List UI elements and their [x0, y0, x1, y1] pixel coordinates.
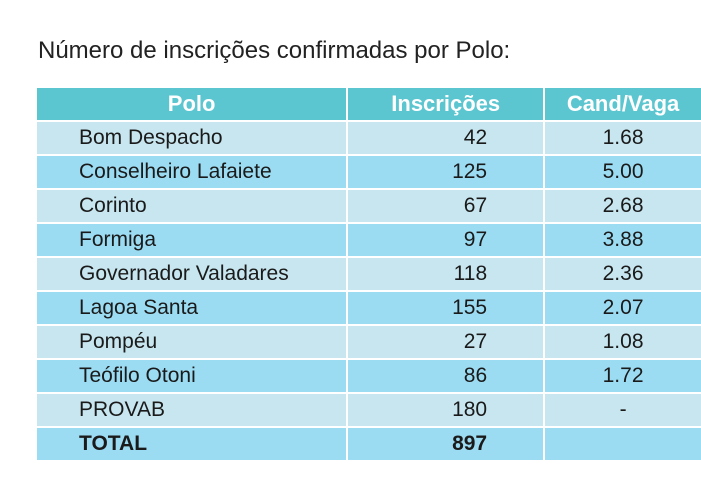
table-row: Teófilo Otoni 86 1.72: [37, 360, 701, 392]
cell-polo: Formiga: [37, 224, 347, 256]
table-row: Governador Valadares 118 2.36: [37, 258, 701, 290]
column-header-inscricoes: Inscrições: [348, 88, 544, 120]
cell-cand-vaga: 2.07: [545, 292, 701, 324]
cell-cand-vaga: [545, 428, 701, 460]
cell-polo: Conselheiro Lafaiete: [37, 156, 347, 188]
page-title: Número de inscrições confirmadas por Pol…: [38, 37, 511, 64]
cell-polo: Governador Valadares: [37, 258, 347, 290]
cell-cand-vaga: 1.72: [545, 360, 701, 392]
cell-inscricoes: 42: [348, 122, 544, 154]
table-row: Formiga 97 3.88: [37, 224, 701, 256]
cell-polo: Lagoa Santa: [37, 292, 347, 324]
total-row: TOTAL 897: [37, 428, 701, 460]
cell-polo: Bom Despacho: [37, 122, 347, 154]
table-row: Pompéu 27 1.08: [37, 326, 701, 358]
cell-inscricoes: 897: [348, 428, 544, 460]
cell-cand-vaga: -: [545, 394, 701, 426]
cell-polo: Pompéu: [37, 326, 347, 358]
table-row: Bom Despacho 42 1.68: [37, 122, 701, 154]
cell-cand-vaga: 1.08: [545, 326, 701, 358]
cell-polo: Corinto: [37, 190, 347, 222]
cell-inscricoes: 118: [348, 258, 544, 290]
cell-cand-vaga: 3.88: [545, 224, 701, 256]
table-header-row: Polo Inscrições Cand/Vaga: [37, 88, 701, 120]
table-row: Conselheiro Lafaiete 125 5.00: [37, 156, 701, 188]
table-row: PROVAB 180 -: [37, 394, 701, 426]
column-header-cand-vaga: Cand/Vaga: [545, 88, 701, 120]
cell-inscricoes: 67: [348, 190, 544, 222]
cell-inscricoes: 27: [348, 326, 544, 358]
cell-polo: Teófilo Otoni: [37, 360, 347, 392]
table-row: Corinto 67 2.68: [37, 190, 701, 222]
cell-polo: TOTAL: [37, 428, 347, 460]
cell-inscricoes: 97: [348, 224, 544, 256]
column-header-polo: Polo: [37, 88, 347, 120]
cell-cand-vaga: 5.00: [545, 156, 701, 188]
cell-inscricoes: 86: [348, 360, 544, 392]
table-row: Lagoa Santa 155 2.07: [37, 292, 701, 324]
cell-inscricoes: 155: [348, 292, 544, 324]
cell-polo: PROVAB: [37, 394, 347, 426]
cell-inscricoes: 125: [348, 156, 544, 188]
inscricoes-table: Polo Inscrições Cand/Vaga Bom Despacho 4…: [35, 86, 701, 462]
cell-cand-vaga: 1.68: [545, 122, 701, 154]
cell-cand-vaga: 2.68: [545, 190, 701, 222]
cell-inscricoes: 180: [348, 394, 544, 426]
cell-cand-vaga: 2.36: [545, 258, 701, 290]
